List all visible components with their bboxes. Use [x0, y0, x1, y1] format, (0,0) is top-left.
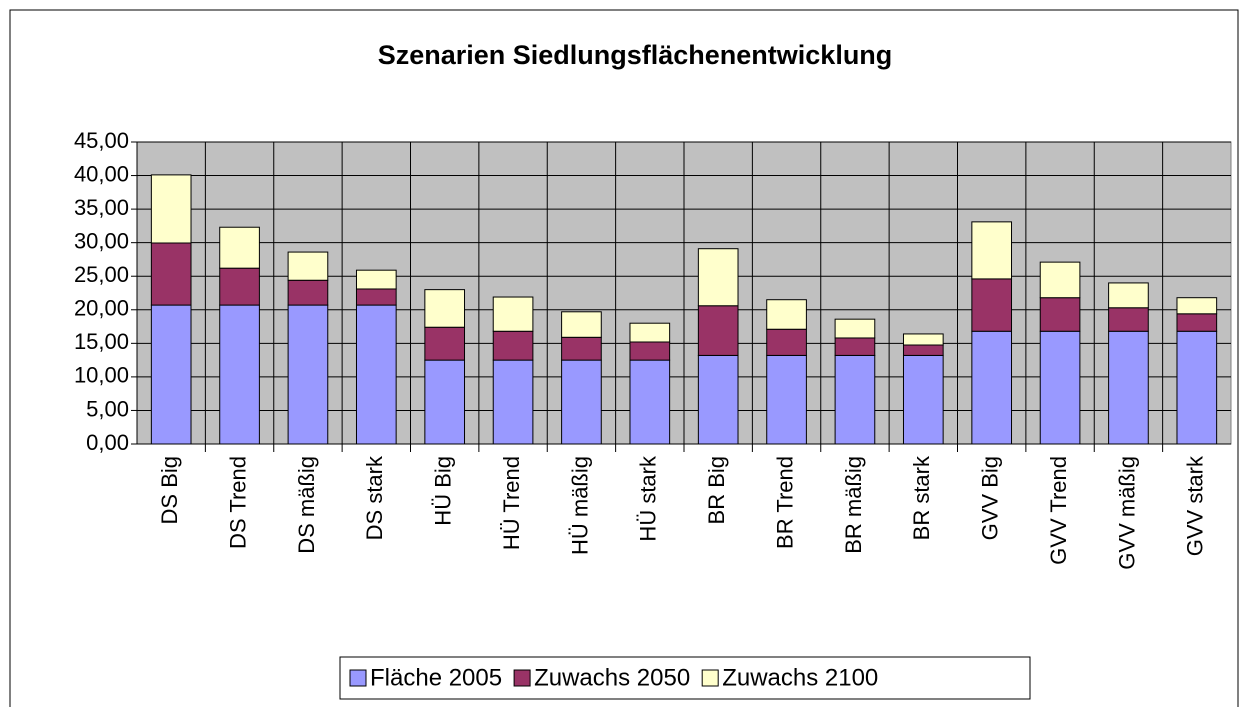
- x-tick-label: DS Trend: [225, 456, 250, 549]
- x-tick-label: DS stark: [362, 455, 387, 540]
- y-tick-label: 45,00: [74, 128, 129, 153]
- y-tick-label: 20,00: [74, 296, 129, 321]
- legend-box: [339, 656, 1031, 700]
- bar-segment: [766, 354, 807, 445]
- bar-segment: [424, 326, 466, 361]
- y-tick-label: 35,00: [74, 195, 129, 220]
- bar-segment: [561, 336, 602, 361]
- bar-segment: [287, 304, 329, 445]
- bar-segment: [697, 354, 739, 445]
- bar-segment: [219, 304, 260, 445]
- bar-segment: [424, 359, 466, 445]
- x-tick-label: GVV stark: [1183, 455, 1208, 556]
- bar-segment: [1108, 282, 1149, 309]
- bar-segment: [1176, 313, 1218, 332]
- y-tick-label: 30,00: [74, 228, 129, 253]
- x-tick-label: HÜ Big: [431, 456, 456, 526]
- bar-segment: [1039, 297, 1081, 332]
- bar-segment: [971, 330, 1013, 445]
- x-tick-label: HÜ mäßig: [567, 456, 592, 555]
- x-tick-label: BR Trend: [772, 456, 797, 549]
- x-tick-label: BR mäßig: [841, 456, 866, 554]
- bar-segment: [219, 267, 260, 306]
- bar-segment: [150, 304, 192, 445]
- bar-segment: [150, 242, 192, 306]
- bar-segment: [629, 322, 671, 343]
- bar-segment: [971, 278, 1013, 332]
- bar-segment: [766, 299, 807, 330]
- y-tick-label: 25,00: [74, 262, 129, 287]
- bar-segment: [561, 311, 602, 338]
- bar-segment: [834, 337, 876, 356]
- x-tick-label: BR Big: [704, 456, 729, 524]
- x-tick-label: HÜ Trend: [499, 456, 524, 550]
- legend-swatch: [701, 669, 719, 687]
- bar-segment: [287, 251, 329, 281]
- y-tick-label: 40,00: [74, 161, 129, 186]
- bar-segment: [629, 341, 671, 361]
- y-tick-label: 10,00: [74, 363, 129, 388]
- bar-segment: [971, 221, 1013, 280]
- chart-title: Szenarien Siedlungsflächenentwicklung: [378, 40, 893, 70]
- bar-segment: [766, 328, 807, 356]
- bar-segment: [1108, 307, 1149, 332]
- bar-segment: [1108, 330, 1149, 445]
- legend-label: Zuwachs 2100: [722, 664, 878, 691]
- bar-segment: [561, 359, 602, 445]
- legend-swatch: [513, 669, 531, 687]
- bar-segment: [697, 305, 739, 356]
- x-tick-label: HÜ stark: [636, 455, 661, 542]
- bar-segment: [355, 304, 397, 445]
- bar-segment: [355, 288, 397, 306]
- legend-swatch: [349, 669, 367, 687]
- bar-segment: [355, 269, 397, 290]
- legend-label: Zuwachs 2050: [534, 664, 690, 691]
- bar-segment: [492, 359, 534, 445]
- bar-segment: [1039, 261, 1081, 299]
- y-tick-label: 0,00: [86, 430, 129, 455]
- bar-segment: [629, 359, 671, 445]
- x-tick-label: GVV Big: [978, 456, 1003, 540]
- x-tick-label: DS Big: [157, 456, 182, 524]
- bar-segment: [150, 174, 192, 244]
- bar-segment: [834, 354, 876, 445]
- bar-segment: [424, 289, 466, 328]
- bar-segment: [1176, 297, 1218, 315]
- x-tick-label: BR stark: [909, 455, 934, 540]
- bar-segment: [492, 296, 534, 332]
- bar-segment: [902, 354, 944, 445]
- bar-segment: [902, 333, 944, 346]
- bar-segment: [834, 318, 876, 339]
- bar-segment: [219, 226, 260, 269]
- bar-segment: [697, 248, 739, 307]
- x-tick-label: GVV mäßig: [1114, 456, 1139, 570]
- bar-segment: [902, 344, 944, 356]
- bar-segment: [492, 330, 534, 361]
- x-tick-label: DS mäßig: [294, 456, 319, 554]
- bar-segment: [1176, 330, 1218, 445]
- legend-label: Fläche 2005: [370, 664, 502, 691]
- y-tick-label: 5,00: [86, 396, 129, 421]
- y-tick-label: 15,00: [74, 329, 129, 354]
- x-tick-label: GVV Trend: [1046, 456, 1071, 565]
- bar-segment: [287, 279, 329, 306]
- bar-segment: [1039, 330, 1081, 445]
